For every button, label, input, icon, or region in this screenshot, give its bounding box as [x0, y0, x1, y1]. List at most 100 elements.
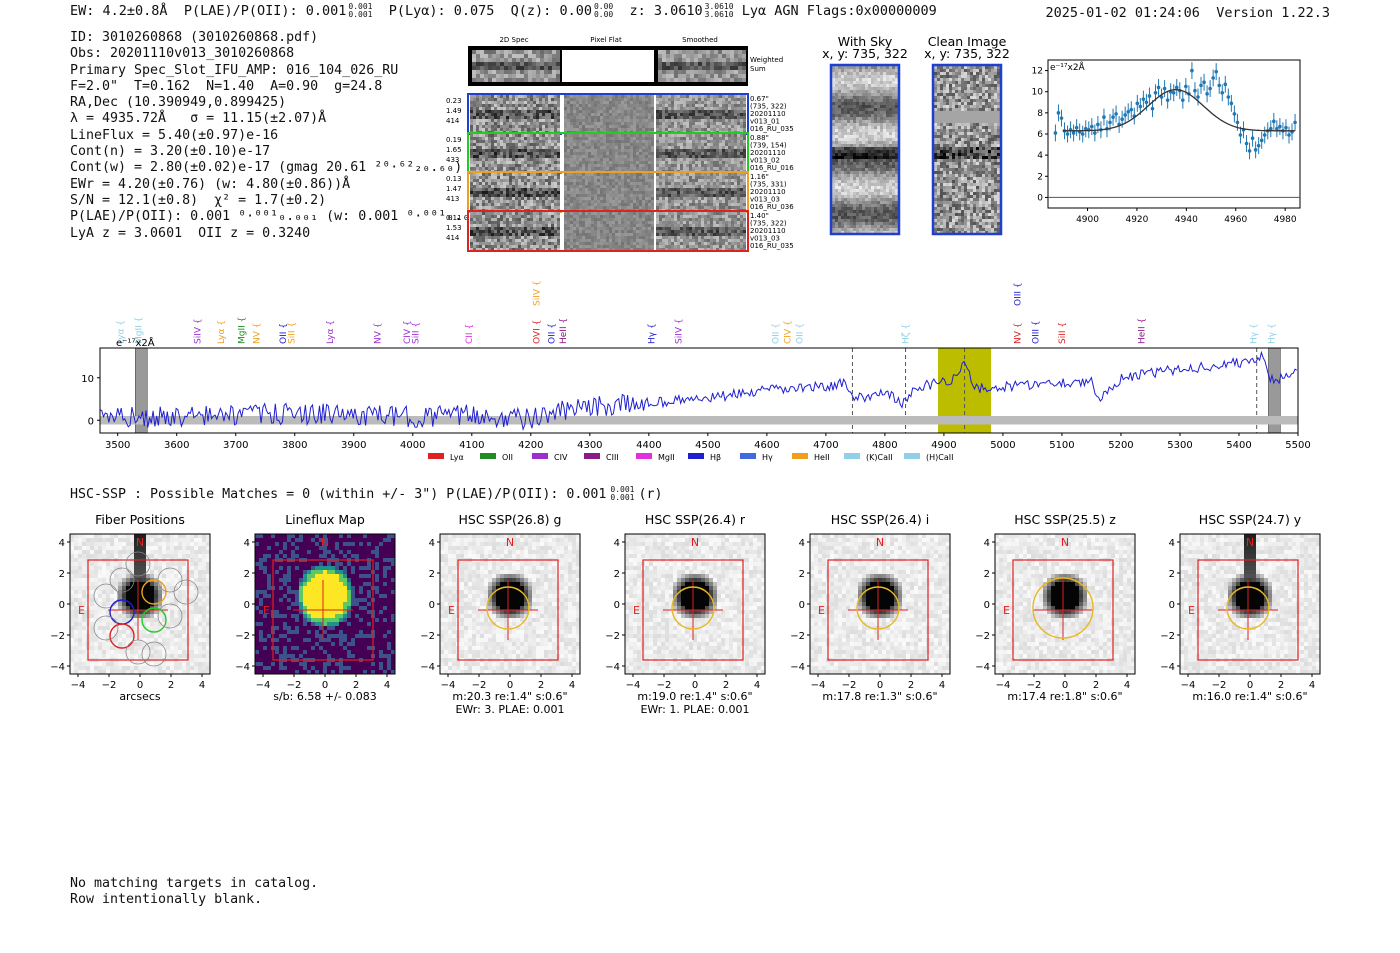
aperture-box — [457, 559, 559, 661]
y-tick-label: 2 — [244, 569, 250, 580]
info-line: Cont(w) = 2.80(±0.02)e-17 (gmag 20.61 ²⁰… — [70, 160, 463, 176]
cutout-row — [467, 171, 749, 213]
emission-line-marker: Lyα { — [326, 320, 336, 344]
emission-line-marker: CIV { — [783, 320, 793, 344]
x-tick-label: 5300 — [1167, 440, 1192, 451]
legend-item: OII — [480, 453, 513, 462]
fit-point — [1156, 85, 1161, 90]
legend-item: MgII — [636, 453, 675, 462]
sky-panel-frame — [931, 63, 1003, 236]
x-tick-label: 2 — [353, 680, 359, 691]
east-marker: E — [78, 604, 85, 617]
fit-point — [1272, 119, 1276, 124]
row-left-stat: 1.47 — [446, 185, 462, 193]
row-right-stat: (735, 322) — [750, 220, 787, 228]
y-tick-label: 2 — [614, 569, 620, 580]
hsc-cutout-title: HSC SSP(26.4) r — [645, 512, 746, 527]
weighted-sum-label: Weighted — [750, 56, 783, 64]
x-tick-label: 4800 — [872, 440, 897, 451]
emission-line-marker: OII { — [772, 323, 782, 344]
east-marker: E — [633, 604, 640, 617]
fit-point — [1147, 94, 1152, 98]
legend-item: CIV — [532, 453, 568, 462]
version: Version 1.22.3 — [1216, 5, 1330, 21]
emission-line-marker: HeII { — [1138, 318, 1148, 344]
hsc-cutout — [70, 534, 210, 674]
emission-line-marker: NV { — [373, 323, 383, 344]
x-tick-label: 4300 — [577, 440, 602, 451]
summary-header: EW: 4.2±0.8Å P(LAE)/P(OII): 0.001 0.001 0.… — [70, 2, 937, 20]
x-tick-label: 0 — [1247, 680, 1253, 691]
emission-line-marker: NV { — [1014, 323, 1024, 344]
aperture-box — [1197, 559, 1299, 661]
x-tick-label: −2 — [472, 680, 487, 691]
hsc-cutout — [625, 534, 765, 674]
y-tick-label: 4 — [59, 538, 65, 549]
plya-value: P(Lyα): 0.075 — [388, 3, 495, 19]
fit-point — [1065, 132, 1070, 136]
fit-point — [1111, 115, 1115, 119]
emission-line-marker: OII { — [795, 323, 805, 344]
emission-line-marker: Hγ { — [648, 323, 658, 344]
y-tick-label: 4 — [429, 538, 435, 549]
info-line: Obs: 20201110v013_3010260868 — [70, 46, 295, 62]
cutout-row — [467, 132, 749, 174]
y-tick-label: 0 — [799, 600, 805, 611]
detection-info: ID: 3010260868 (3010260868.pdf) Obs: 2020… — [70, 30, 494, 242]
x-tick-label: 2 — [723, 680, 729, 691]
fit-point — [1184, 84, 1188, 89]
fit-curve — [1062, 88, 1296, 132]
fiber-circle — [125, 551, 151, 577]
footer-line-1: No matching targets in catalog. — [70, 876, 319, 891]
row-right-stat: 016_RU_036 — [750, 203, 794, 211]
row-right-stat: 1.16" — [750, 173, 769, 181]
row-right-stat: 0.88" — [750, 134, 769, 142]
row-left-stat: 1.65 — [446, 146, 462, 154]
col-title: Smoothed — [682, 36, 718, 44]
fit-point — [1229, 101, 1234, 106]
line-flags: Lyα AGN Flags:0x00000009 — [741, 3, 937, 19]
fit-point — [1223, 82, 1228, 87]
fit-point — [1287, 133, 1291, 137]
row-right-stat: (739, 154) — [750, 142, 787, 150]
row-right-stat: (735, 322) — [750, 103, 787, 111]
y-tick-label: 6 — [1037, 130, 1043, 140]
y-tick-label: 4 — [984, 538, 990, 549]
north-marker: N — [1061, 536, 1069, 549]
row-right-stat: 016_RU_016 — [750, 164, 794, 172]
emission-line-marker: Lyα { — [117, 320, 127, 344]
x-tick-label: 4600 — [754, 440, 779, 451]
fit-point — [1208, 86, 1212, 91]
fit-point — [1138, 104, 1143, 109]
fiber-circle — [109, 567, 135, 593]
emission-line-marker: OII { — [279, 323, 289, 344]
x-tick-label: −2 — [657, 680, 672, 691]
y-tick-label: −4 — [1160, 662, 1175, 673]
fit-point — [1150, 106, 1155, 111]
row-right-stat: 20201110 — [750, 149, 786, 157]
legend-item: (H)CaII — [904, 453, 953, 462]
x-tick-label: −4 — [996, 680, 1011, 691]
aperture-box — [1012, 559, 1114, 661]
hsc-cutout-title: HSC SSP(24.7) y — [1199, 512, 1302, 527]
x-tick-label: −2 — [1027, 680, 1042, 691]
fit-point — [1102, 115, 1106, 119]
x-tick-label: 0 — [322, 680, 328, 691]
z-sub: 3.0610 — [704, 10, 734, 19]
x-tick-label: 3700 — [223, 440, 248, 451]
plae-sup: 0.001 — [348, 2, 373, 11]
col-title: 2D Spec — [499, 36, 528, 44]
x-tick-label: 4 — [569, 680, 575, 691]
legend-item: HeII — [792, 453, 830, 462]
fiber-circle — [141, 641, 167, 667]
x-tick-label: −4 — [71, 680, 86, 691]
north-marker: N — [506, 536, 514, 549]
fit-point — [1253, 148, 1258, 152]
y-tick-label: 0 — [88, 416, 94, 427]
y-tick-label: 2 — [1037, 172, 1043, 182]
fit-point — [1262, 133, 1267, 137]
footer-line-2: Row intentionally blank. — [70, 891, 263, 907]
plae-sub: 0.001 — [348, 10, 373, 19]
